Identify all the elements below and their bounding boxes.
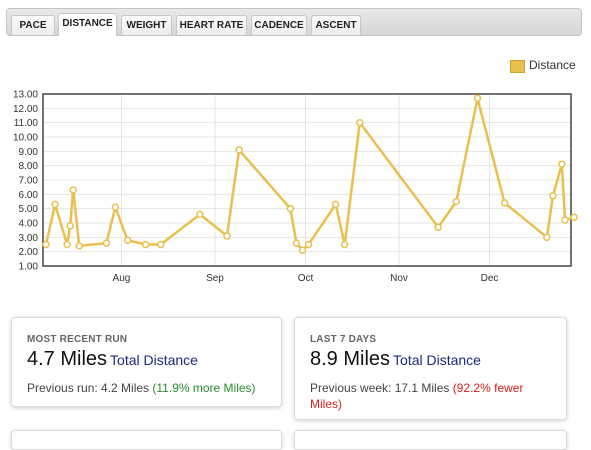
distance-data-point: [543, 233, 551, 242]
comparison-prefix: Previous run: 4.2 Miles: [27, 381, 150, 395]
legend-label: Distance: [529, 58, 576, 72]
distance-data-point: [223, 232, 231, 240]
card-value: 4.7 Miles: [27, 348, 108, 370]
distance-data-point: [102, 239, 111, 247]
card-value-line: 8.9 Miles Total Distance: [310, 348, 481, 371]
distance-data-point: [561, 216, 569, 224]
comparison-delta: (11.9% more Miles): [152, 381, 256, 395]
distance-chart: 1.00 2.00 3.00 4.00 5.00 6.00 7.00 8.00 9.00 10.0…: [13, 90, 578, 284]
x-tick-label: Oct: [298, 273, 314, 284]
tab-heart-rate[interactable]: HEART RATE: [176, 15, 247, 35]
y-tick-label: 5.00: [19, 204, 39, 215]
legend-swatch: [510, 60, 525, 73]
card-comparison: Previous week: 17.1 Miles (92.2% fewer M…: [310, 380, 540, 412]
comparison-prefix: Previous week: 17.1 Miles: [310, 381, 450, 395]
y-tick-label: 3.00: [19, 233, 39, 244]
distance-data-point: [304, 240, 313, 249]
y-tick-label: 4.00: [19, 219, 39, 230]
distance-data-point: [473, 94, 482, 103]
most-recent-run-card: MOST RECENT RUN 4.7 Miles Total Distance …: [11, 317, 282, 407]
y-tick-label: 8.00: [19, 161, 39, 172]
tab-distance[interactable]: DISTANCE: [58, 13, 117, 36]
distance-data-point: [340, 240, 349, 249]
y-tick-label: 12.00: [13, 104, 38, 115]
distance-data-point: [69, 186, 77, 194]
distance-data-point: [558, 160, 566, 168]
y-tick-label: 10.00: [13, 133, 38, 144]
card-unit: Total Distance: [110, 352, 198, 368]
distance-data-point: [66, 222, 74, 230]
distance-series-line: [44, 97, 575, 252]
card-value-line: 4.7 Miles Total Distance: [27, 348, 198, 371]
y-tick-label: 9.00: [19, 147, 39, 158]
next-card-left: [11, 430, 282, 450]
distance-data-point: [51, 200, 59, 209]
distance-data-point: [111, 203, 120, 211]
distance-data-point: [141, 240, 150, 249]
card-label: MOST RECENT RUN: [27, 334, 128, 345]
card-label: LAST 7 DAYS: [310, 334, 377, 345]
distance-data-point: [549, 192, 557, 200]
distance-data-point: [42, 240, 50, 249]
distance-data-point: [434, 223, 442, 232]
distance-data-point: [235, 146, 243, 154]
distance-data-point: [452, 197, 461, 206]
distance-data-point: [298, 246, 307, 254]
x-tick-label: Aug: [113, 273, 131, 284]
tab-pace[interactable]: PACE: [11, 15, 55, 35]
distance-data-point: [63, 240, 71, 249]
y-tick-label: 11.00: [14, 118, 39, 129]
tab-weight[interactable]: WEIGHT: [121, 15, 172, 35]
distance-data-point: [292, 239, 301, 247]
distance-data-point: [123, 236, 132, 244]
distance-data-point: [75, 242, 83, 250]
y-tick-label: 2.00: [19, 247, 39, 258]
distance-data-point: [196, 210, 204, 219]
tab-ascent[interactable]: ASCENT: [311, 15, 361, 35]
x-tick-label: Sep: [206, 273, 224, 284]
distance-data-point: [156, 240, 165, 249]
chart-tab-bar: PACE DISTANCE WEIGHT HEART RATE CADENCE …: [6, 8, 582, 36]
x-tick-label: Nov: [390, 273, 408, 284]
card-value: 8.9 Miles: [310, 348, 391, 370]
card-comparison: Previous run: 4.2 Miles (11.9% more Mile…: [27, 380, 257, 396]
comparison-delta: (92.2% fewer Miles): [310, 381, 524, 411]
y-tick-label: 13.00: [13, 90, 38, 101]
distance-data-point: [570, 213, 578, 222]
last-7-days-card: LAST 7 DAYS 8.9 Miles Total Distance Prev…: [294, 317, 567, 420]
distance-data-point: [331, 200, 340, 209]
y-tick-label: 1.00: [19, 262, 39, 273]
distance-data-point: [356, 118, 364, 127]
plot-border: [42, 93, 572, 267]
distance-data-point: [500, 199, 509, 207]
distance-data-point: [286, 204, 295, 213]
tab-cadence[interactable]: CADENCE: [251, 15, 307, 35]
y-tick-label: 7.00: [19, 176, 39, 187]
card-unit: Total Distance: [393, 352, 481, 368]
next-card-right: [294, 430, 567, 450]
y-tick-label: 6.00: [19, 190, 39, 201]
x-tick-label: Dec: [481, 273, 499, 284]
